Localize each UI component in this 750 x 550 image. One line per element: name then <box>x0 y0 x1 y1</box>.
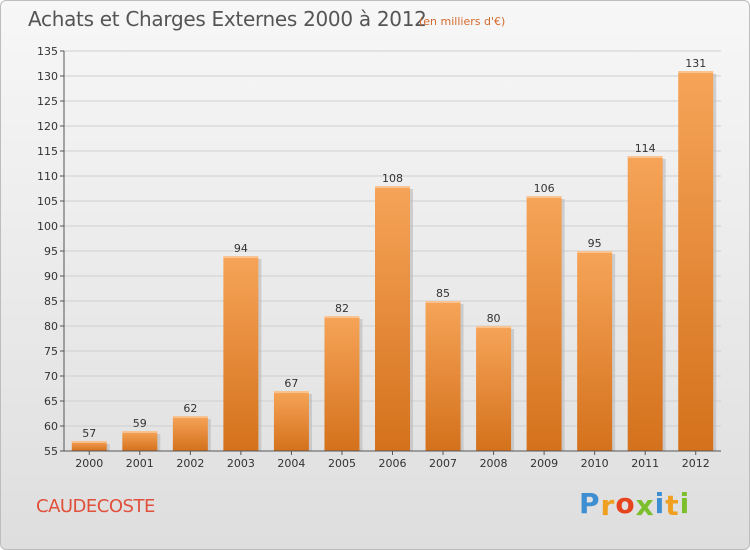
y-tick-label: 75 <box>44 345 58 358</box>
y-tick-label: 105 <box>37 195 58 208</box>
x-tick-label: 2006 <box>379 457 407 470</box>
bar-highlight <box>324 316 360 318</box>
bar-highlight <box>71 441 107 443</box>
bar-2011 <box>627 156 663 451</box>
logo-letter: t <box>665 489 680 522</box>
y-tick-label: 115 <box>37 145 58 158</box>
data-label: 67 <box>284 377 298 390</box>
y-tick-label: 65 <box>44 395 58 408</box>
bar-2007 <box>425 301 461 451</box>
proxiti-logo[interactable]: Proxiti <box>579 487 691 522</box>
y-tick-label: 70 <box>44 370 58 383</box>
bar-highlight <box>627 156 663 158</box>
x-tick-label: 2002 <box>176 457 204 470</box>
bar-highlight <box>172 416 208 418</box>
bar-highlight <box>678 71 714 73</box>
bar-highlight <box>526 196 562 198</box>
bar-2001 <box>122 431 158 451</box>
data-label: 80 <box>487 312 501 325</box>
data-label: 62 <box>183 402 197 415</box>
x-tick-label: 2008 <box>480 457 508 470</box>
data-label: 106 <box>534 182 555 195</box>
bar-2003 <box>223 256 259 451</box>
y-tick-label: 95 <box>44 245 58 258</box>
x-tick-label: 2004 <box>277 457 305 470</box>
bar-2012 <box>678 71 714 451</box>
data-label: 57 <box>82 427 96 440</box>
x-tick-label: 2000 <box>75 457 103 470</box>
y-tick-label: 100 <box>37 220 58 233</box>
logo-letter: P <box>579 487 601 520</box>
data-label: 131 <box>685 57 706 70</box>
bar-2009 <box>526 196 562 451</box>
logo-letter: i <box>679 487 691 520</box>
data-label: 59 <box>133 417 147 430</box>
y-tick-label: 110 <box>37 170 58 183</box>
data-label: 95 <box>588 237 602 250</box>
logo-letter: i <box>654 487 666 520</box>
labels: 55 60 65 70 75 80 85 90 95 100 105 110 115 120 125 130 1… <box>37 45 710 470</box>
x-tick-label: 2010 <box>581 457 609 470</box>
x-tick-label: 2011 <box>631 457 659 470</box>
y-tick-label: 90 <box>44 270 58 283</box>
data-label: 82 <box>335 302 349 315</box>
y-tick-label: 80 <box>44 320 58 333</box>
x-tick-label: 2007 <box>429 457 457 470</box>
logo-letter: x <box>635 489 655 522</box>
bar-2005 <box>324 316 360 451</box>
y-tick-label: 85 <box>44 295 58 308</box>
bar-highlight <box>375 186 410 188</box>
y-tick-label: 125 <box>37 95 58 108</box>
axes <box>60 50 721 455</box>
y-tick-label: 55 <box>44 445 58 458</box>
bar-highlight <box>476 326 512 328</box>
chart-title: Achats et Charges Externes 2000 à 2012 <box>28 7 427 31</box>
bar-highlight <box>223 256 259 258</box>
bar-2010 <box>577 251 613 451</box>
y-tick-label: 135 <box>37 45 58 58</box>
data-label: 108 <box>382 172 403 185</box>
y-tick-label: 120 <box>37 120 58 133</box>
bars <box>71 71 717 451</box>
y-tick-label: 60 <box>44 420 58 433</box>
data-label: 114 <box>635 142 656 155</box>
bar-2000 <box>71 441 107 451</box>
bar-2006 <box>375 186 410 451</box>
bar-highlight <box>122 431 158 433</box>
x-tick-label: 2001 <box>126 457 154 470</box>
x-tick-label: 2005 <box>328 457 356 470</box>
bar-highlight <box>273 391 309 393</box>
bar-highlight <box>425 301 461 303</box>
data-label: 85 <box>436 287 450 300</box>
x-tick-label: 2003 <box>227 457 255 470</box>
x-tick-label: 2009 <box>530 457 558 470</box>
commune-name: CAUDECOSTE <box>36 496 155 517</box>
chart-unit: (en milliers d'€) <box>419 15 506 28</box>
data-label: 94 <box>234 242 248 255</box>
x-tick-label: 2012 <box>682 457 710 470</box>
y-tick-label: 130 <box>37 70 58 83</box>
bar-2008 <box>476 326 512 451</box>
bar-2004 <box>273 391 309 451</box>
logo-letter: r <box>600 489 616 522</box>
logo-letter: o <box>615 487 636 520</box>
bar-highlight <box>577 251 613 253</box>
bar-2002 <box>172 416 208 451</box>
